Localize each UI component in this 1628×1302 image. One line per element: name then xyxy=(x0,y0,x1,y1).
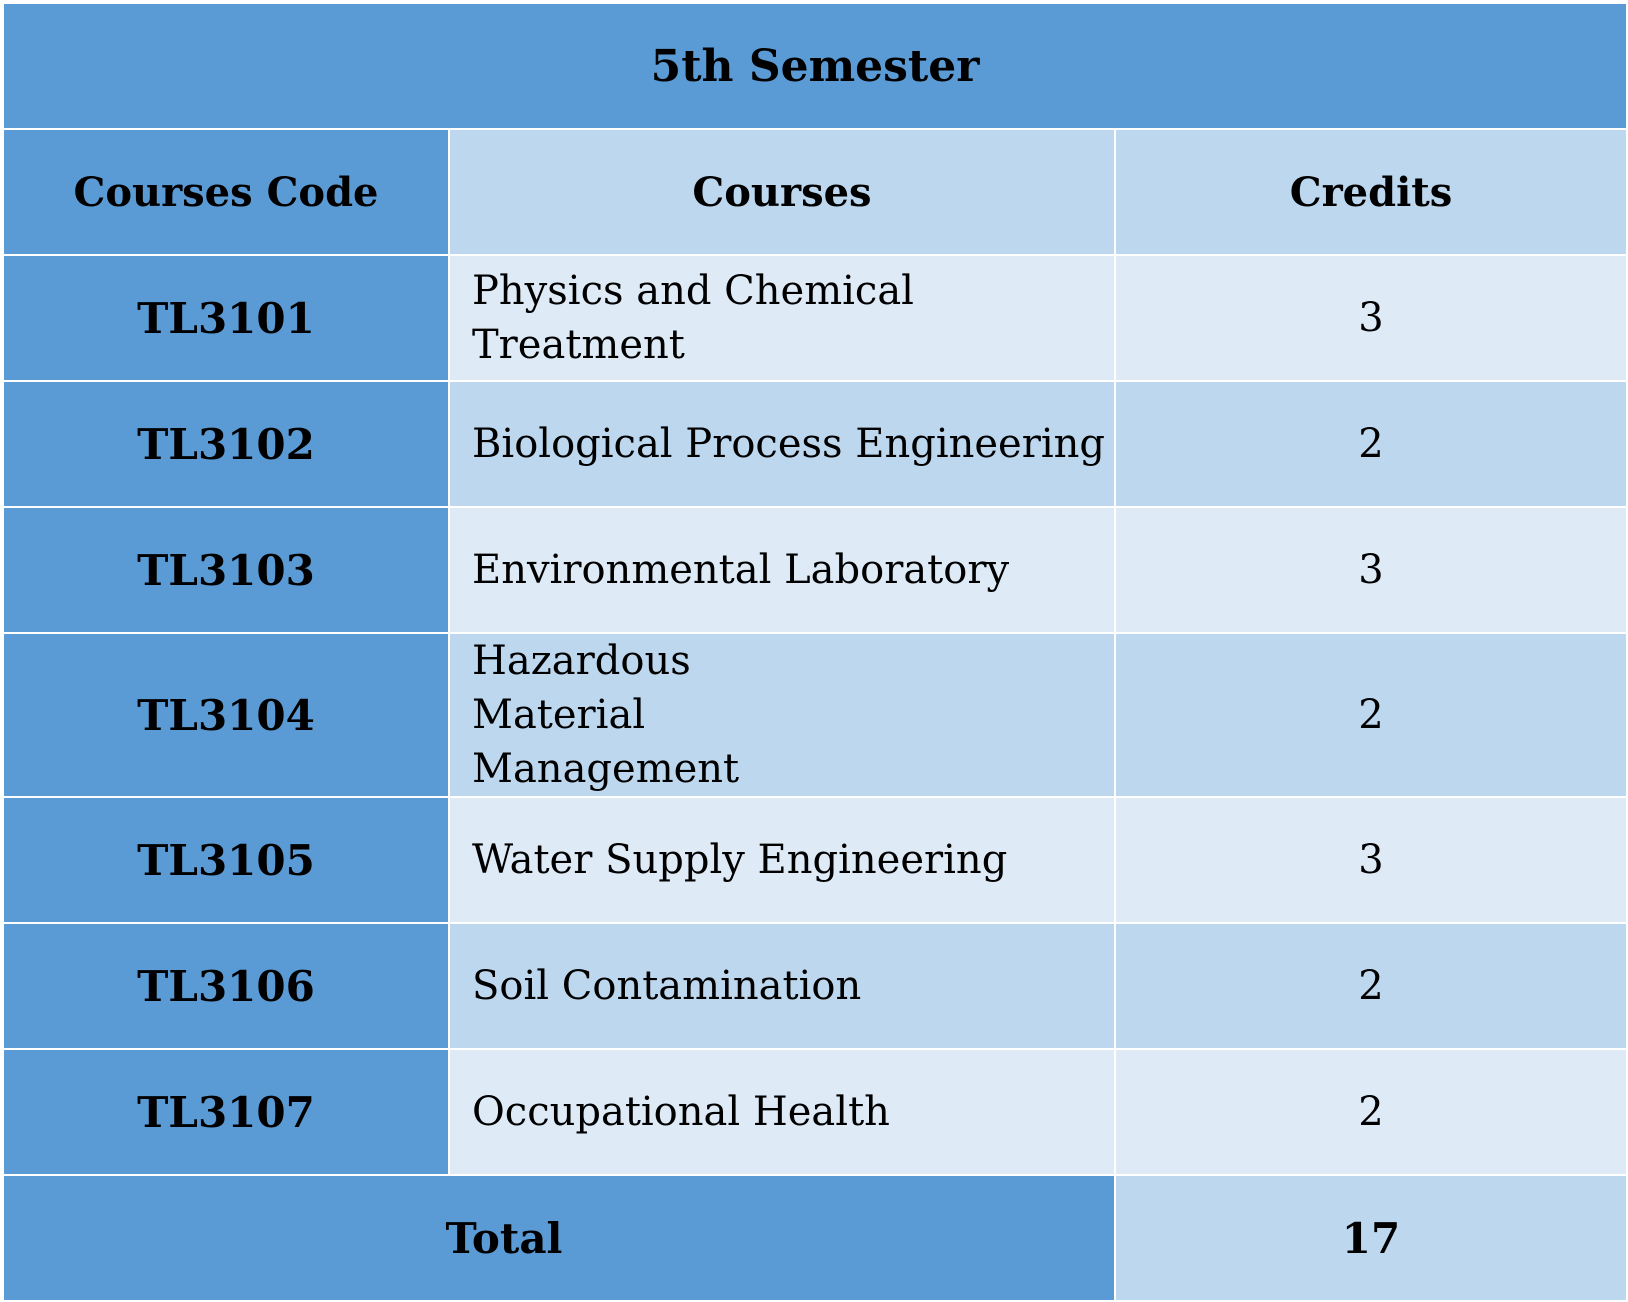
course-code-cell: TL3104 xyxy=(2,632,450,798)
table-row: TL3106 Soil Contamination 2 xyxy=(2,922,1628,1050)
course-name-cell: Occupational Health xyxy=(448,1048,1116,1176)
total-credits-cell: 17 xyxy=(1114,1174,1628,1302)
course-name-cell: Physics and Chemical Treatment xyxy=(448,254,1116,382)
course-code-cell: TL3105 xyxy=(2,796,450,924)
course-name-cell: Hazardous Material Management xyxy=(448,632,1116,798)
course-credits-cell: 2 xyxy=(1114,380,1628,508)
total-label-cell: Total xyxy=(2,1174,1116,1302)
course-code-cell: TL3106 xyxy=(2,922,450,1050)
course-credits-cell: 3 xyxy=(1114,254,1628,382)
header-credits: Credits xyxy=(1114,128,1628,256)
course-name-cell: Water Supply Engineering xyxy=(448,796,1116,924)
course-code-cell: TL3101 xyxy=(2,254,450,382)
table-title: 5th Semester xyxy=(2,2,1628,130)
course-code-cell: TL3102 xyxy=(2,380,450,508)
table-row: TL3103 Environmental Laboratory 3 xyxy=(2,506,1628,634)
table-row: TL3102 Biological Process Engineering 2 xyxy=(2,380,1628,508)
course-credits-cell: 2 xyxy=(1114,1048,1628,1176)
total-row: Total 17 xyxy=(2,1174,1628,1302)
header-row: Courses Code Courses Credits xyxy=(2,128,1628,256)
table-row: TL3101 Physics and Chemical Treatment 3 xyxy=(2,254,1628,382)
course-name-cell: Environmental Laboratory xyxy=(448,506,1116,634)
table-row: TL3105 Water Supply Engineering 3 xyxy=(2,796,1628,924)
header-courses: Courses xyxy=(448,128,1116,256)
course-code-cell: TL3107 xyxy=(2,1048,450,1176)
course-name-cell: Biological Process Engineering xyxy=(448,380,1116,508)
title-row: 5th Semester xyxy=(2,2,1628,130)
table-row: TL3107 Occupational Health 2 xyxy=(2,1048,1628,1176)
course-credits-cell: 3 xyxy=(1114,506,1628,634)
course-name-cell: Soil Contamination xyxy=(448,922,1116,1050)
total-label: Total xyxy=(445,1213,563,1263)
course-code-cell: TL3103 xyxy=(2,506,450,634)
course-credits-cell: 2 xyxy=(1114,922,1628,1050)
table-row: TL3104 Hazardous Material Management 2 xyxy=(2,632,1628,798)
course-credits-cell: 2 xyxy=(1114,632,1628,798)
header-courses-code: Courses Code xyxy=(2,128,450,256)
course-credits-cell: 3 xyxy=(1114,796,1628,924)
